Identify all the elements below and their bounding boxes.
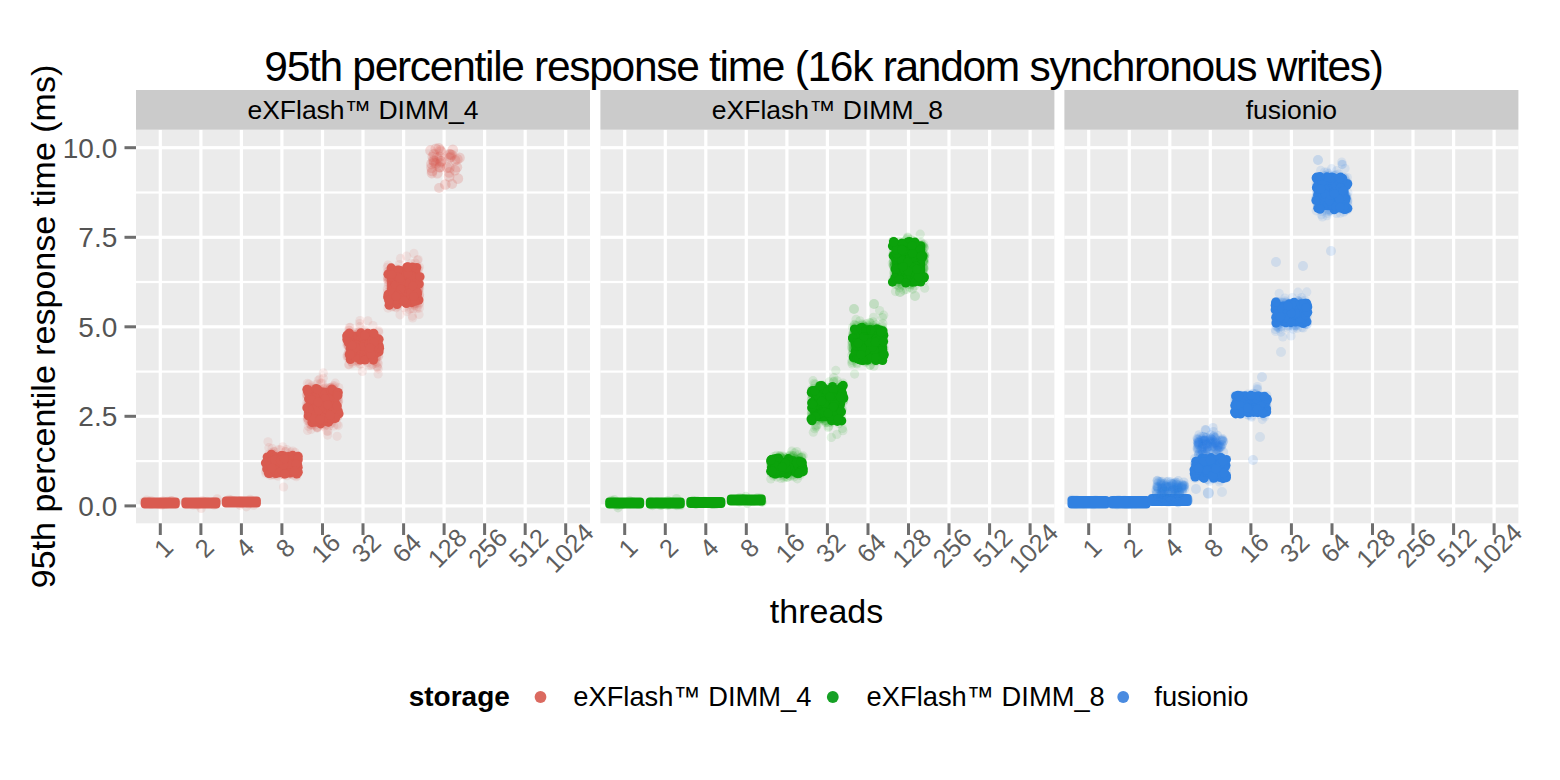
svg-text:256: 256: [1391, 523, 1441, 573]
svg-text:8: 8: [1199, 533, 1229, 563]
svg-text:7.5: 7.5: [78, 222, 117, 253]
svg-text:64: 64: [387, 528, 427, 568]
svg-text:256: 256: [463, 523, 513, 573]
svg-text:2: 2: [1118, 533, 1148, 563]
svg-text:10.0: 10.0: [63, 133, 118, 164]
svg-text:eXFlash™ DIMM_8: eXFlash™ DIMM_8: [712, 95, 943, 125]
svg-text:32: 32: [1275, 528, 1315, 568]
svg-text:eXFlash™ DIMM_4: eXFlash™ DIMM_4: [573, 681, 811, 712]
svg-text:0.0: 0.0: [78, 491, 117, 522]
svg-text:1024: 1024: [539, 518, 599, 578]
svg-text:8: 8: [270, 533, 300, 563]
svg-text:64: 64: [851, 528, 891, 568]
svg-text:8: 8: [735, 533, 765, 563]
svg-text:4: 4: [1158, 533, 1188, 563]
svg-text:fusionio: fusionio: [1154, 681, 1248, 712]
svg-text:eXFlash™ DIMM_8: eXFlash™ DIMM_8: [867, 681, 1105, 712]
svg-text:1: 1: [613, 533, 643, 563]
svg-text:16: 16: [1234, 528, 1274, 568]
svg-text:256: 256: [927, 523, 977, 573]
svg-text:1: 1: [1077, 533, 1107, 563]
svg-text:16: 16: [770, 528, 810, 568]
svg-text:32: 32: [811, 528, 851, 568]
svg-text:threads: threads: [770, 592, 883, 630]
svg-text:1: 1: [149, 533, 179, 563]
svg-text:64: 64: [1315, 528, 1355, 568]
svg-text:128: 128: [422, 523, 472, 573]
svg-text:2: 2: [189, 533, 219, 563]
svg-text:4: 4: [694, 533, 724, 563]
svg-text:32: 32: [346, 528, 386, 568]
svg-text:95th percentile response time: 95th percentile response time (ms): [24, 65, 62, 588]
svg-text:fusionio: fusionio: [1246, 95, 1337, 125]
svg-text:1024: 1024: [1467, 518, 1527, 578]
svg-text:eXFlash™ DIMM_4: eXFlash™ DIMM_4: [247, 95, 478, 125]
svg-text:128: 128: [1351, 523, 1401, 573]
svg-text:2.5: 2.5: [78, 401, 117, 432]
svg-text:128: 128: [887, 523, 937, 573]
svg-text:4: 4: [230, 533, 260, 563]
svg-text:5.0: 5.0: [78, 312, 117, 343]
svg-text:storage: storage: [409, 681, 510, 712]
svg-text:1024: 1024: [1003, 518, 1063, 578]
svg-text:2: 2: [654, 533, 684, 563]
svg-text:95th percentile response time: 95th percentile response time (16k rando…: [264, 43, 1382, 90]
svg-text:16: 16: [306, 528, 346, 568]
